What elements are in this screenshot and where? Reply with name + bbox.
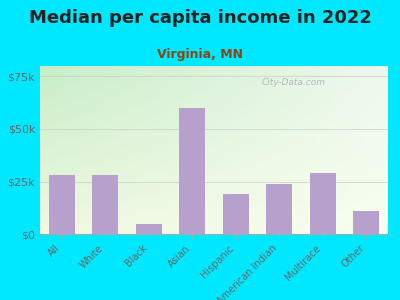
Text: Virginia, MN: Virginia, MN bbox=[157, 48, 243, 61]
Text: Median per capita income in 2022: Median per capita income in 2022 bbox=[28, 9, 372, 27]
Bar bbox=[353, 211, 379, 234]
Bar bbox=[310, 173, 336, 234]
Bar bbox=[223, 194, 249, 234]
Bar bbox=[92, 175, 118, 234]
Bar bbox=[49, 175, 75, 234]
Bar bbox=[266, 184, 292, 234]
Bar bbox=[136, 224, 162, 234]
Text: City-Data.com: City-Data.com bbox=[262, 78, 326, 87]
Bar bbox=[179, 108, 205, 234]
